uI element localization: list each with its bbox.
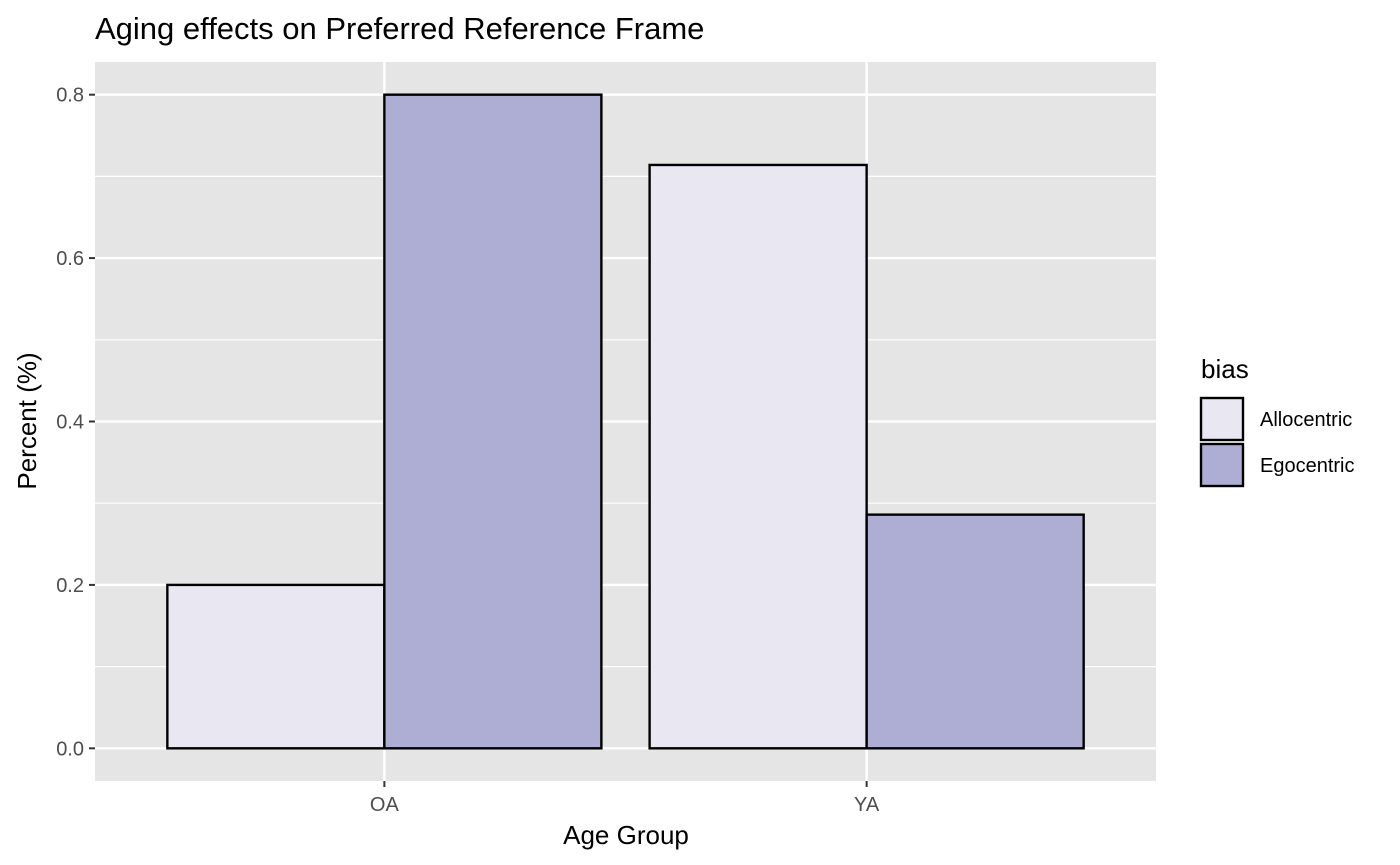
x-tick-label: OA: [370, 794, 400, 816]
legend-key-allocentric: [1199, 396, 1245, 442]
x-axis-title: Age Group: [563, 820, 689, 850]
bar-oa-allocentric: [166, 583, 386, 750]
bars: [166, 93, 1085, 750]
y-tick-label: 0.4: [56, 412, 84, 434]
y-tick-label: 0.6: [56, 248, 84, 270]
legend-title: bias: [1201, 354, 1249, 384]
bar-ya-allocentric: [648, 163, 868, 750]
y-tick-label: 0.8: [56, 85, 84, 107]
legend-label-allocentric: Allocentric: [1260, 409, 1352, 431]
y-axis: 0.0 0.2 0.4 0.6 0.8: [56, 85, 95, 760]
y-axis-title: Percent (%): [12, 352, 42, 489]
legend-key-egocentric: [1199, 442, 1245, 488]
bar-oa-egocentric: [383, 93, 603, 750]
legend-label-egocentric: Egocentric: [1260, 455, 1355, 477]
x-axis: OA YA: [370, 781, 880, 816]
y-tick-label: 0.2: [56, 575, 84, 597]
chart-title: Aging effects on Preferred Reference Fra…: [95, 11, 704, 46]
bar-ya-egocentric: [865, 513, 1085, 750]
x-tick-label: YA: [854, 794, 880, 816]
legend: bias Allocentric Egocentric: [1199, 354, 1355, 488]
legend-items: Allocentric Egocentric: [1199, 396, 1355, 488]
y-tick-label: 0.0: [56, 738, 84, 760]
